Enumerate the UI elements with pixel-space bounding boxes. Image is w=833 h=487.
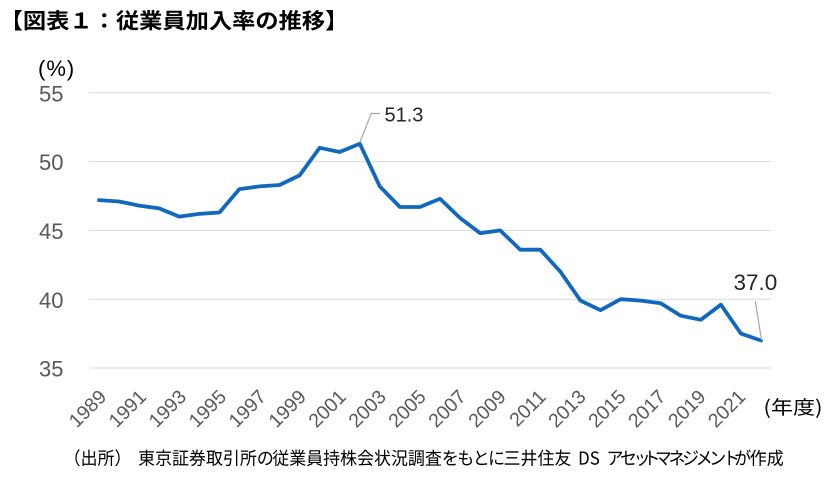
svg-text:(%): (%) — [38, 56, 75, 81]
svg-text:35: 35 — [39, 357, 63, 382]
svg-text:37.0: 37.0 — [734, 270, 778, 295]
svg-text:45: 45 — [39, 219, 63, 244]
svg-text:55: 55 — [39, 81, 63, 106]
svg-text:50: 50 — [39, 150, 63, 175]
svg-text:40: 40 — [39, 288, 63, 313]
svg-text:51.3: 51.3 — [385, 105, 424, 127]
